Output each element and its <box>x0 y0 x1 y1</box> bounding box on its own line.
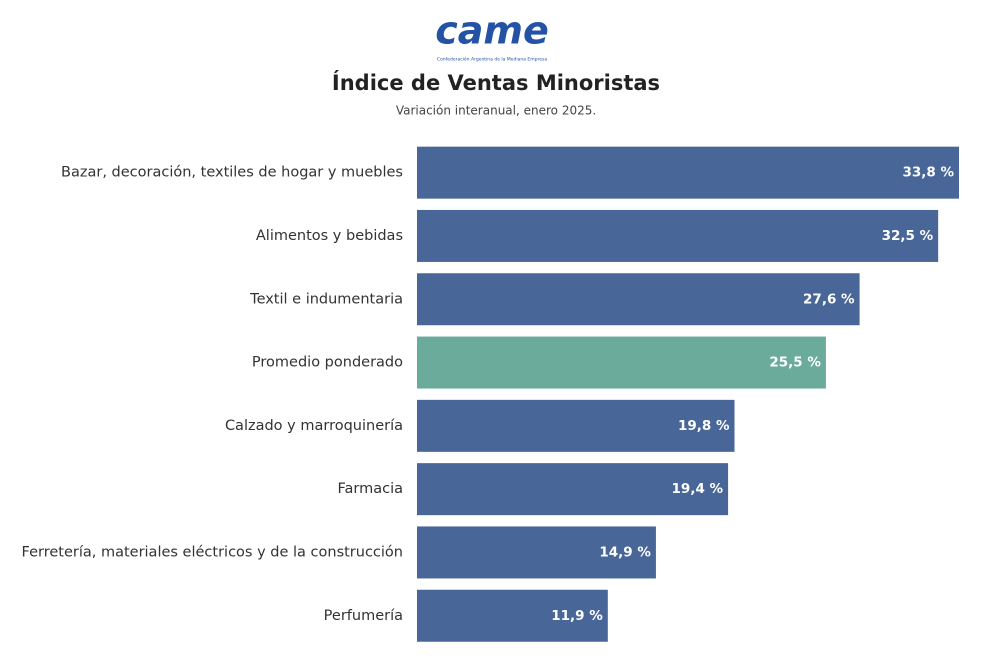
value-label: 27,6 % <box>803 291 855 307</box>
category-label: Calzado y marroquinería <box>225 418 403 434</box>
category-label: Perfumería <box>324 608 403 624</box>
chart-subtitle: Variación interanual, enero 2025. <box>396 104 596 118</box>
category-label: Alimentos y bebidas <box>256 228 403 244</box>
value-label: 14,9 % <box>599 544 651 560</box>
chart-title: Índice de Ventas Minoristas <box>332 70 660 95</box>
category-label: Promedio ponderado <box>252 355 403 371</box>
category-label: Farmacia <box>338 481 404 497</box>
bar <box>417 399 735 452</box>
category-label: Ferretería, materiales eléctricos y de l… <box>22 544 403 560</box>
value-label: 32,5 % <box>882 228 934 244</box>
value-label: 11,9 % <box>551 608 603 624</box>
bar <box>417 336 826 389</box>
bar <box>417 526 656 579</box>
bar <box>417 146 959 199</box>
value-label: 19,4 % <box>672 481 724 497</box>
logo: came <box>435 9 549 53</box>
value-label: 19,8 % <box>678 418 730 434</box>
bar <box>417 273 860 326</box>
logo-caption: Confederación Argentina de la Mediana Em… <box>437 56 547 63</box>
value-label: 33,8 % <box>902 165 954 181</box>
bar <box>417 589 608 642</box>
category-label: Bazar, decoración, textiles de hogar y m… <box>61 165 403 181</box>
bar <box>417 209 939 262</box>
bar <box>417 463 729 516</box>
value-label: 25,5 % <box>769 355 821 371</box>
category-label: Textil e indumentaria <box>249 291 403 307</box>
